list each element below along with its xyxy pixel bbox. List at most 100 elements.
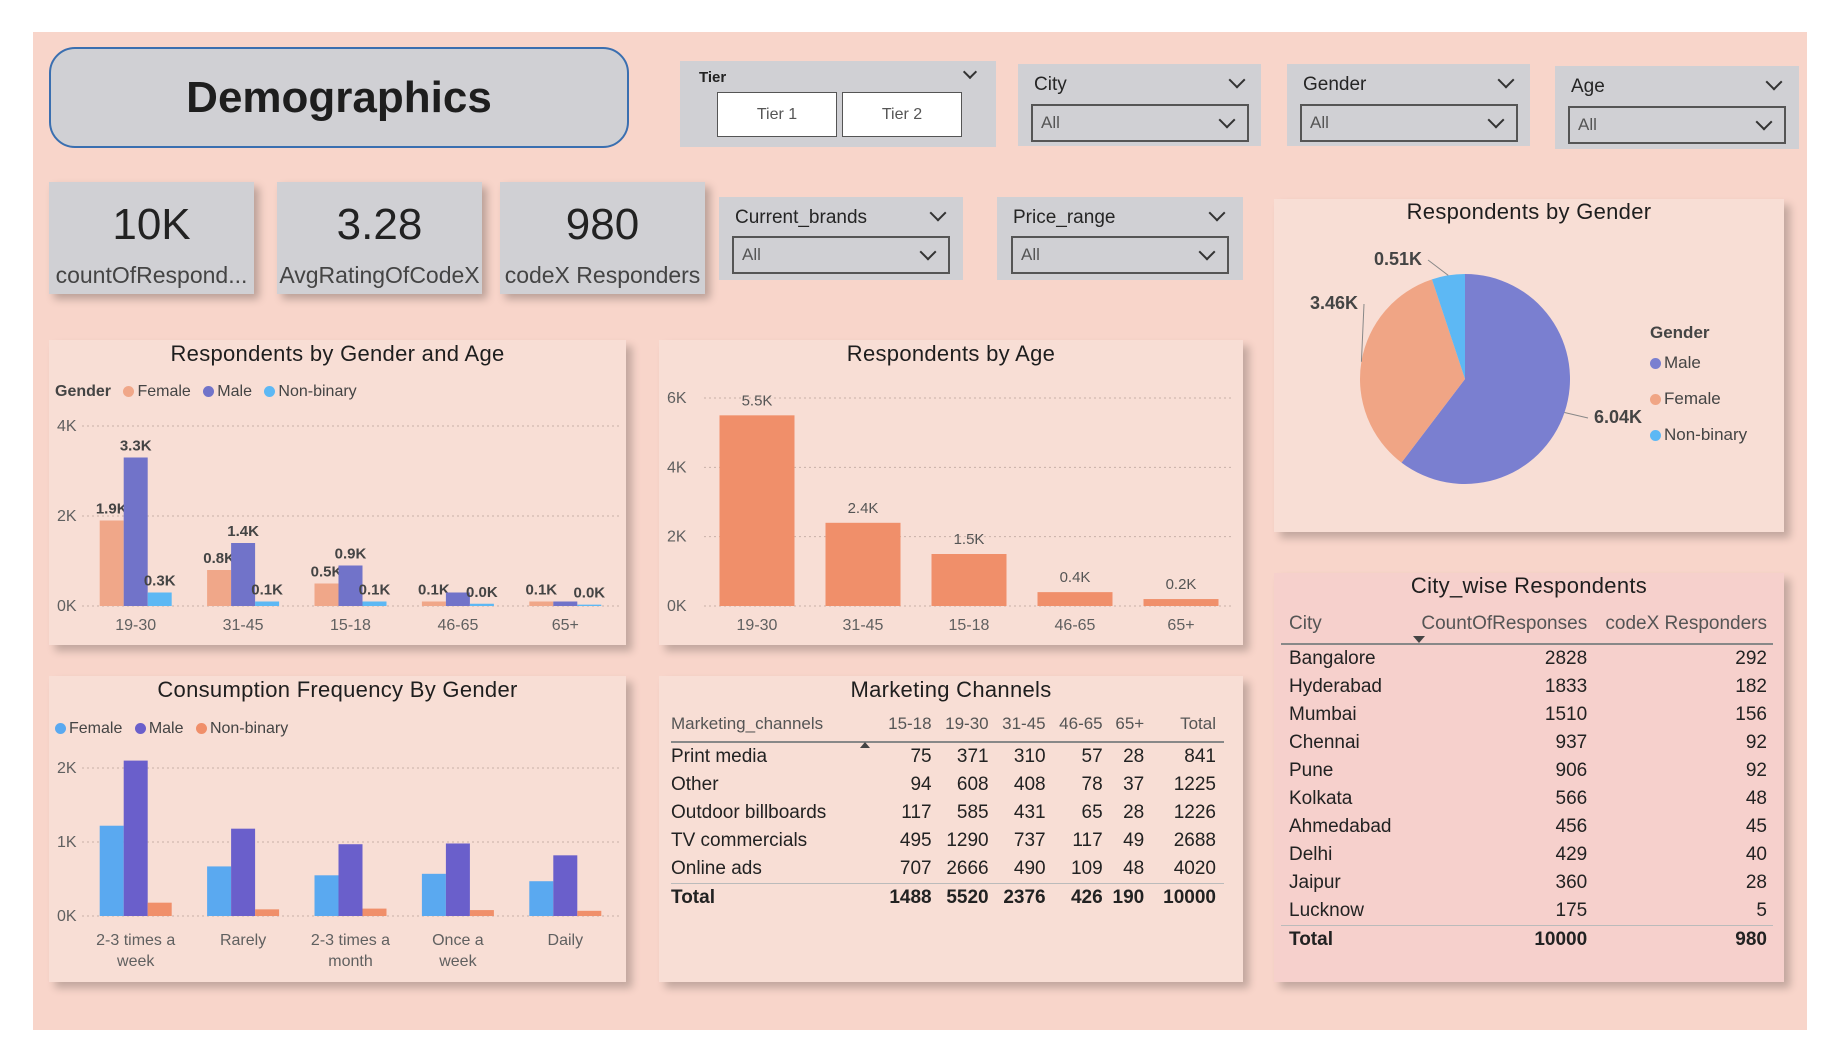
gender-dropdown[interactable]: All: [1300, 104, 1518, 142]
bar[interactable]: [529, 601, 554, 607]
column-header[interactable]: 46-65: [1059, 714, 1103, 733]
bar[interactable]: [314, 875, 339, 916]
age-chart-card: Respondents by Age 0K 2K 4K 6K 5.5K 19-30 2.4K…: [659, 340, 1243, 645]
bar[interactable]: [123, 760, 148, 916]
bar[interactable]: [255, 601, 280, 607]
chevron-down-icon[interactable]: [1228, 71, 1246, 89]
bar[interactable]: [338, 565, 363, 607]
bar[interactable]: [469, 910, 494, 916]
column-header[interactable]: Total: [1180, 714, 1216, 733]
x-tick-label: week: [438, 953, 477, 970]
bar[interactable]: [719, 415, 795, 606]
legend-swatch: [195, 723, 207, 734]
bar[interactable]: [529, 881, 554, 916]
chevron-down-icon[interactable]: [1497, 71, 1515, 89]
bar[interactable]: [207, 570, 232, 606]
data-label: 0.1K: [418, 582, 450, 599]
tier-2-button[interactable]: Tier 2: [842, 92, 962, 137]
bar[interactable]: [99, 520, 124, 607]
bar[interactable]: [421, 601, 446, 607]
bar[interactable]: [577, 910, 602, 916]
bar[interactable]: [445, 843, 470, 916]
x-tick-label: 2-3 times a: [311, 932, 390, 949]
bar[interactable]: [362, 908, 387, 916]
bar[interactable]: [931, 554, 1007, 606]
page-title: Demographics: [186, 73, 492, 122]
marketing-table-body: Print media 75 371 310 57 28 841 Other 94 608 408 7…: [671, 742, 1224, 912]
column-header[interactable]: codeX Responders: [1605, 613, 1767, 634]
pie-slice[interactable]: [1401, 274, 1570, 484]
data-label: 0.0K: [466, 584, 498, 601]
bar[interactable]: [99, 825, 124, 916]
column-header[interactable]: 31-45: [1002, 714, 1046, 733]
sort-descending-icon[interactable]: [1413, 636, 1425, 643]
table-cell: 182: [1735, 676, 1767, 697]
table-cell: 94: [910, 774, 932, 795]
bar[interactable]: [553, 601, 578, 607]
bar[interactable]: [553, 855, 578, 916]
legend-item: Non-binary: [209, 720, 289, 737]
chart-legend: Gender Female Male Non-binary: [55, 383, 357, 401]
bar[interactable]: [825, 522, 901, 606]
column-header[interactable]: Marketing_channels: [671, 714, 824, 733]
kpi-value: 3.28: [336, 200, 423, 249]
column-header[interactable]: 15-18: [888, 714, 932, 733]
column-header[interactable]: City: [1289, 613, 1322, 634]
city-dropdown[interactable]: All: [1031, 104, 1249, 142]
table-cell: 371: [956, 746, 989, 767]
city-dropdown-value: All: [1041, 113, 1060, 132]
chevron-down-icon[interactable]: [962, 64, 978, 80]
bar[interactable]: [1037, 592, 1113, 606]
bar[interactable]: [147, 592, 172, 607]
price-range-dropdown[interactable]: All: [1011, 236, 1229, 274]
bar[interactable]: [231, 543, 256, 606]
table-cell: Pune: [1289, 760, 1334, 781]
table-cell: 109: [1070, 858, 1103, 879]
current-brands-slicer-label: Current_brands: [735, 207, 868, 228]
sort-ascending-icon[interactable]: [860, 742, 870, 748]
legend-swatch: [264, 386, 276, 397]
pie-slice[interactable]: [1431, 274, 1465, 379]
bar[interactable]: [314, 583, 339, 607]
current-brands-slicer: Current_brands All: [719, 197, 963, 280]
tier-1-button[interactable]: Tier 1: [717, 92, 837, 137]
table-cell: 117: [901, 802, 932, 823]
kpi-value: 10K: [112, 200, 191, 249]
pie-slice[interactable]: [1360, 279, 1465, 463]
city-slicer-label: City: [1034, 74, 1067, 95]
bar[interactable]: [421, 873, 446, 916]
pie-leader-line: [1564, 412, 1589, 419]
table-cell: 429: [1555, 844, 1588, 865]
bar[interactable]: [231, 828, 256, 916]
age-dropdown[interactable]: All: [1568, 106, 1786, 144]
column-header[interactable]: CountOfResponses: [1421, 613, 1588, 634]
current-brands-dropdown[interactable]: All: [732, 236, 950, 274]
column-header[interactable]: 65+: [1115, 714, 1145, 733]
gender-dropdown-value: All: [1310, 113, 1329, 132]
gender-slicer-label: Gender: [1303, 74, 1367, 95]
column-header[interactable]: 19-30: [945, 714, 989, 733]
bar[interactable]: [362, 601, 387, 607]
chevron-down-icon: [919, 243, 937, 261]
age-dropdown-value: All: [1578, 115, 1597, 134]
bar[interactable]: [338, 844, 363, 916]
chevron-down-icon[interactable]: [1208, 204, 1226, 222]
bar[interactable]: [207, 866, 232, 916]
table-row: Mumbai 1510 156: [1281, 701, 1773, 729]
bar[interactable]: [147, 902, 172, 916]
table-cell: 117: [1072, 830, 1103, 851]
bar[interactable]: [577, 604, 602, 606]
y-tick-label: 0K: [57, 908, 77, 925]
bar[interactable]: [123, 457, 148, 607]
bar[interactable]: [255, 909, 280, 916]
bar[interactable]: [1143, 599, 1219, 606]
bar[interactable]: [445, 592, 470, 607]
y-tick-label: 2K: [57, 508, 77, 525]
data-label: 0.2K: [1166, 576, 1197, 593]
chevron-down-icon[interactable]: [929, 204, 947, 222]
chart-title: Respondents by Gender: [1406, 199, 1652, 224]
city-table-body: Bangalore 2828 292 Hyderabad 1833 182 Mumbai 15…: [1281, 644, 1773, 954]
chevron-down-icon[interactable]: [1765, 73, 1783, 91]
chart-legend: Female Male Non-binary: [47, 720, 288, 738]
bar[interactable]: [469, 603, 494, 606]
